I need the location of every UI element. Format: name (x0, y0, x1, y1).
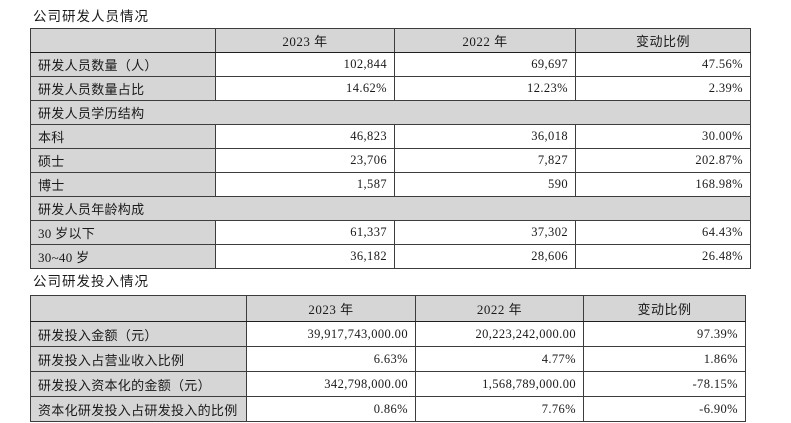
value-cell-2022: 590 (394, 172, 576, 197)
value-cell-change: -6.90% (583, 396, 746, 422)
value-cell-change: 26.48% (575, 244, 751, 269)
row-label-cell: 研发投入金额（元） (30, 321, 247, 347)
row-label-cell: 30 岁以下 (30, 220, 216, 245)
table-row: 博士 1,587 590 168.98% (30, 172, 751, 197)
value-cell-2023: 23,706 (215, 148, 395, 173)
value-cell-change: 47.56% (575, 52, 751, 77)
header-year-2022: 2022 年 (394, 28, 576, 53)
header-change-ratio: 变动比例 (583, 295, 746, 322)
value-cell-2022: 28,606 (394, 244, 576, 269)
rd-personnel-table: 2023 年 2022 年 变动比例 研发人员数量（人） 102,844 69,… (30, 28, 751, 269)
table-row: 研发投入资本化的金额（元） 342,798,000.00 1,568,789,0… (30, 371, 746, 397)
row-label-cell: 资本化研发投入占研发投入的比例 (30, 396, 247, 422)
value-cell-change: 2.39% (575, 76, 751, 101)
header-blank-cell (30, 295, 247, 322)
section-header-row: 研发人员学历结构 (30, 100, 751, 125)
header-change-ratio: 变动比例 (575, 28, 751, 53)
row-label-cell: 硕士 (30, 148, 216, 173)
value-cell-2023: 39,917,743,000.00 (246, 321, 416, 347)
value-cell-2023: 14.62% (215, 76, 395, 101)
value-cell-2022: 4.77% (415, 346, 584, 372)
value-cell-change: -78.15% (583, 371, 746, 397)
rd-investment-section-title: 公司研发投入情况 (33, 274, 149, 289)
header-year-2023: 2023 年 (215, 28, 395, 53)
value-cell-2022: 1,568,789,000.00 (415, 371, 584, 397)
value-cell-2023: 342,798,000.00 (246, 371, 416, 397)
table-header-row: 2023 年 2022 年 变动比例 (30, 295, 746, 322)
table-row: 研发人员数量（人） 102,844 69,697 47.56% (30, 52, 751, 77)
table-row: 研发投入金额（元） 39,917,743,000.00 20,223,242,0… (30, 321, 746, 347)
header-year-2022: 2022 年 (415, 295, 584, 322)
value-cell-2023: 36,182 (215, 244, 395, 269)
value-cell-2022: 7.76% (415, 396, 584, 422)
value-cell-2023: 1,587 (215, 172, 395, 197)
table-row: 30~40 岁 36,182 28,606 26.48% (30, 244, 751, 269)
value-cell-2022: 37,302 (394, 220, 576, 245)
value-cell-2023: 6.63% (246, 346, 416, 372)
value-cell-change: 1.86% (583, 346, 746, 372)
value-cell-2022: 7,827 (394, 148, 576, 173)
section-header-row: 研发人员年龄构成 (30, 196, 751, 221)
value-cell-2023: 0.86% (246, 396, 416, 422)
value-cell-change: 64.43% (575, 220, 751, 245)
section-label-cell: 研发人员学历结构 (30, 100, 751, 125)
table-header-row: 2023 年 2022 年 变动比例 (30, 28, 751, 53)
value-cell-change: 30.00% (575, 124, 751, 149)
rd-investment-table: 2023 年 2022 年 变动比例 研发投入金额（元） 39,917,743,… (30, 295, 746, 422)
table-row: 研发人员数量占比 14.62% 12.23% 2.39% (30, 76, 751, 101)
row-label-cell: 研发人员数量占比 (30, 76, 216, 101)
value-cell-2023: 102,844 (215, 52, 395, 77)
section-label-cell: 研发人员年龄构成 (30, 196, 751, 221)
header-blank-cell (30, 28, 216, 53)
row-label-cell: 研发人员数量（人） (30, 52, 216, 77)
value-cell-change: 202.87% (575, 148, 751, 173)
row-label-cell: 30~40 岁 (30, 244, 216, 269)
value-cell-change: 168.98% (575, 172, 751, 197)
table-row: 资本化研发投入占研发投入的比例 0.86% 7.76% -6.90% (30, 396, 746, 422)
value-cell-2023: 46,823 (215, 124, 395, 149)
table-row: 本科 46,823 36,018 30.00% (30, 124, 751, 149)
row-label-cell: 研发投入占营业收入比例 (30, 346, 247, 372)
rd-personnel-section-title: 公司研发人员情况 (33, 9, 149, 24)
value-cell-2022: 20,223,242,000.00 (415, 321, 584, 347)
value-cell-2022: 36,018 (394, 124, 576, 149)
value-cell-2023: 61,337 (215, 220, 395, 245)
table-row: 30 岁以下 61,337 37,302 64.43% (30, 220, 751, 245)
row-label-cell: 研发投入资本化的金额（元） (30, 371, 247, 397)
table-row: 硕士 23,706 7,827 202.87% (30, 148, 751, 173)
value-cell-change: 97.39% (583, 321, 746, 347)
row-label-cell: 博士 (30, 172, 216, 197)
value-cell-2022: 12.23% (394, 76, 576, 101)
row-label-cell: 本科 (30, 124, 216, 149)
value-cell-2022: 69,697 (394, 52, 576, 77)
header-year-2023: 2023 年 (246, 295, 416, 322)
table-row: 研发投入占营业收入比例 6.63% 4.77% 1.86% (30, 346, 746, 372)
